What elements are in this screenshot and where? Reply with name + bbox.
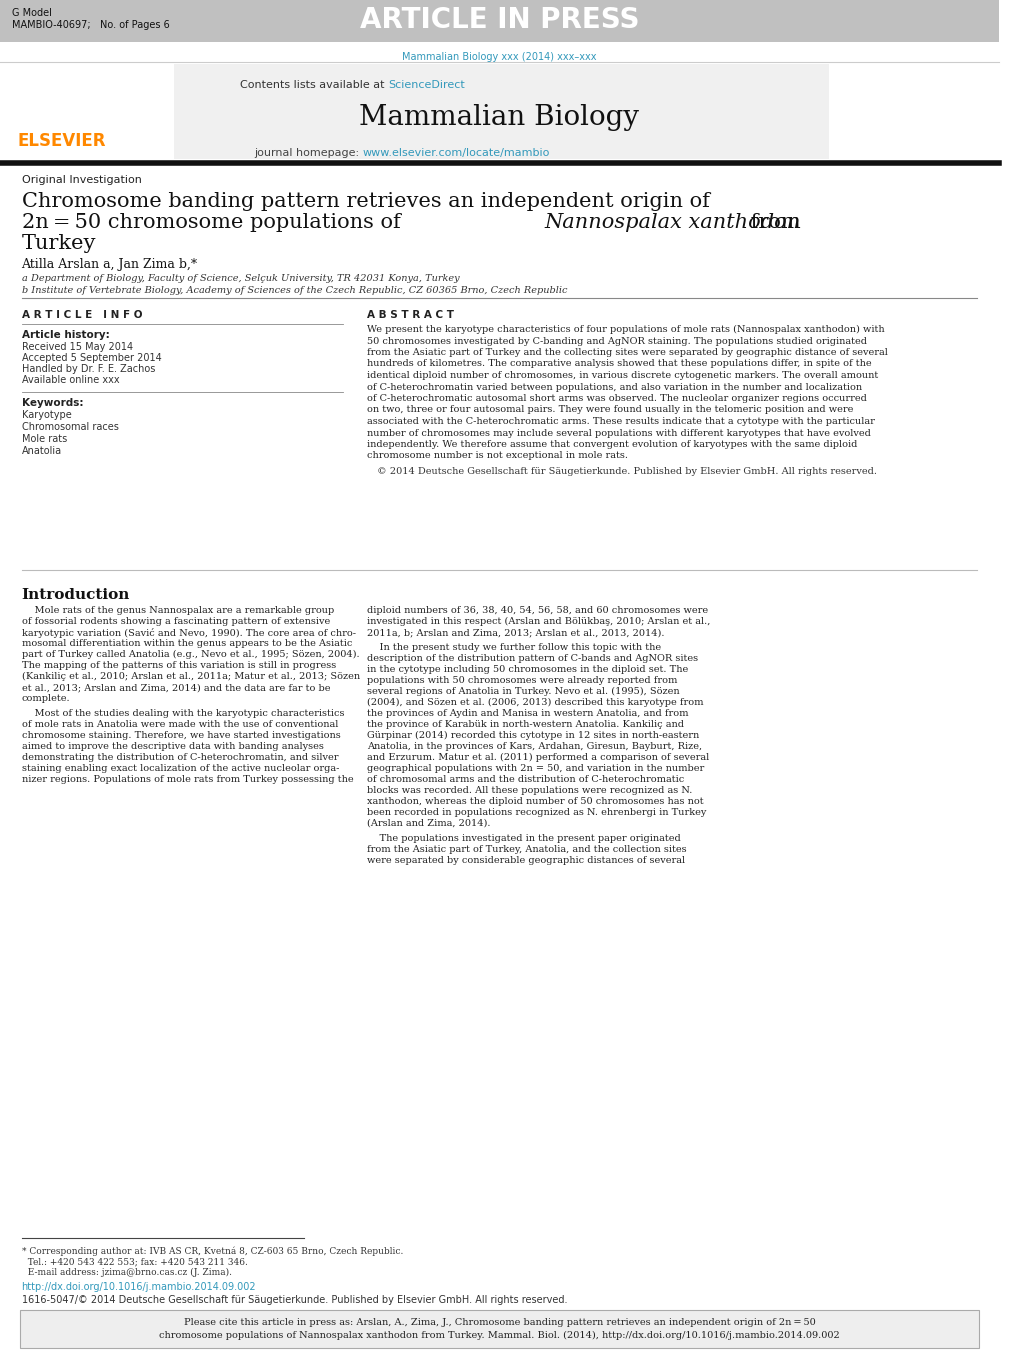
Text: Mammalian Biology: Mammalian Biology: [359, 104, 639, 131]
Text: Contents lists available at: Contents lists available at: [239, 80, 387, 91]
Text: ELSEVIER: ELSEVIER: [17, 132, 106, 150]
Text: number of chromosomes may include several populations with different karyotypes : number of chromosomes may include severa…: [367, 428, 870, 438]
Text: the provinces of Aydin and Manisa in western Anatolia, and from: the provinces of Aydin and Manisa in wes…: [367, 709, 688, 717]
Text: from the Asiatic part of Turkey and the collecting sites were separated by geogr: from the Asiatic part of Turkey and the …: [367, 349, 888, 357]
Text: mosomal differentiation within the genus appears to be the Asiatic: mosomal differentiation within the genus…: [21, 639, 352, 648]
Text: 2n = 50 chromosome populations of: 2n = 50 chromosome populations of: [21, 213, 407, 232]
Text: on two, three or four autosomal pairs. They were found usually in the telomeric : on two, three or four autosomal pairs. T…: [367, 405, 853, 415]
Text: MAMBIO-40697;   No. of Pages 6: MAMBIO-40697; No. of Pages 6: [12, 20, 169, 30]
Text: from: from: [744, 213, 800, 232]
Text: of C-heterochromatin varied between populations, and also variation in the numbe: of C-heterochromatin varied between popu…: [367, 382, 861, 392]
Text: Anatolia: Anatolia: [21, 446, 61, 457]
Text: Most of the studies dealing with the karyotypic characteristics: Most of the studies dealing with the kar…: [21, 709, 343, 717]
Text: demonstrating the distribution of C-heterochromatin, and silver: demonstrating the distribution of C-hete…: [21, 753, 337, 762]
Text: Mole rats of the genus Nannospalax are a remarkable group: Mole rats of the genus Nannospalax are a…: [21, 607, 333, 615]
Text: Accepted 5 September 2014: Accepted 5 September 2014: [21, 353, 161, 363]
Text: Keywords:: Keywords:: [21, 399, 83, 408]
Text: xanthodon, whereas the diploid number of 50 chromosomes has not: xanthodon, whereas the diploid number of…: [367, 797, 703, 807]
Text: The populations investigated in the present paper originated: The populations investigated in the pres…: [367, 834, 681, 843]
Text: a Department of Biology, Faculty of Science, Selçuk University, TR 42031 Konya, : a Department of Biology, Faculty of Scie…: [21, 274, 459, 282]
Text: b Institute of Vertebrate Biology, Academy of Sciences of the Czech Republic, CZ: b Institute of Vertebrate Biology, Acade…: [21, 286, 567, 295]
Text: aimed to improve the descriptive data with banding analyses: aimed to improve the descriptive data wi…: [21, 742, 323, 751]
Text: of fossorial rodents showing a fascinating pattern of extensive: of fossorial rodents showing a fascinati…: [21, 617, 329, 626]
Text: The mapping of the patterns of this variation is still in progress: The mapping of the patterns of this vari…: [21, 661, 335, 670]
Text: A B S T R A C T: A B S T R A C T: [367, 309, 453, 320]
Bar: [0, 0, 998, 42]
Text: 1616-5047/© 2014 Deutsche Gesellschaft für Säugetierkunde. Published by Elsevier: 1616-5047/© 2014 Deutsche Gesellschaft f…: [21, 1296, 567, 1305]
Text: G Model: G Model: [12, 8, 52, 18]
Text: E-mail address: jzima@brno.cas.cz (J. Zima).: E-mail address: jzima@brno.cas.cz (J. Zi…: [21, 1269, 231, 1277]
Text: 2011a, b; Arslan and Zima, 2013; Arslan et al., 2013, 2014).: 2011a, b; Arslan and Zima, 2013; Arslan …: [367, 628, 664, 638]
Text: Chromosomal races: Chromosomal races: [21, 422, 118, 432]
Text: ScienceDirect: ScienceDirect: [387, 80, 464, 91]
Text: chromosome number is not exceptional in mole rats.: chromosome number is not exceptional in …: [367, 451, 628, 461]
Text: © 2014 Deutsche Gesellschaft für Säugetierkunde. Published by Elsevier GmbH. All: © 2014 Deutsche Gesellschaft für Säugeti…: [377, 467, 876, 476]
Text: were separated by considerable geographic distances of several: were separated by considerable geographi…: [367, 857, 685, 865]
Text: Atilla Arslan a, Jan Zima b,*: Atilla Arslan a, Jan Zima b,*: [21, 258, 198, 272]
Text: associated with the C-heterochromatic arms. These results indicate that a cytoty: associated with the C-heterochromatic ar…: [367, 417, 874, 426]
Text: et al., 2013; Arslan and Zima, 2014) and the data are far to be: et al., 2013; Arslan and Zima, 2014) and…: [21, 684, 330, 692]
Text: Mole rats: Mole rats: [21, 434, 66, 444]
Text: We present the karyotype characteristics of four populations of mole rats (Nanno: We present the karyotype characteristics…: [367, 326, 884, 334]
Text: Turkey: Turkey: [21, 234, 96, 253]
Text: http://dx.doi.org/10.1016/j.mambio.2014.09.002: http://dx.doi.org/10.1016/j.mambio.2014.…: [21, 1282, 256, 1292]
Text: geographical populations with 2n = 50, and variation in the number: geographical populations with 2n = 50, a…: [367, 765, 704, 773]
Text: in the cytotype including 50 chromosomes in the diploid set. The: in the cytotype including 50 chromosomes…: [367, 665, 688, 674]
Text: Anatolia, in the provinces of Kars, Ardahan, Giresun, Bayburt, Rize,: Anatolia, in the provinces of Kars, Arda…: [367, 742, 702, 751]
Text: Chromosome banding pattern retrieves an independent origin of: Chromosome banding pattern retrieves an …: [21, 192, 709, 211]
Text: Gürpinar (2014) recorded this cytotype in 12 sites in north-eastern: Gürpinar (2014) recorded this cytotype i…: [367, 731, 699, 740]
Text: complete.: complete.: [21, 694, 70, 703]
Text: Original Investigation: Original Investigation: [21, 176, 142, 185]
Text: (Kankiliç et al., 2010; Arslan et al., 2011a; Matur et al., 2013; Sözen: (Kankiliç et al., 2010; Arslan et al., 2…: [21, 671, 360, 681]
Text: of mole rats in Anatolia were made with the use of conventional: of mole rats in Anatolia were made with …: [21, 720, 337, 730]
Text: journal homepage:: journal homepage:: [254, 149, 362, 158]
Text: (2004), and Sözen et al. (2006, 2013) described this karyotype from: (2004), and Sözen et al. (2006, 2013) de…: [367, 698, 703, 707]
Bar: [19, 1310, 978, 1348]
Text: investigated in this respect (Arslan and Bölükbaş, 2010; Arslan et al.,: investigated in this respect (Arslan and…: [367, 617, 710, 626]
Text: Received 15 May 2014: Received 15 May 2014: [21, 342, 132, 353]
Text: Introduction: Introduction: [21, 588, 129, 603]
Text: Article history:: Article history:: [21, 330, 109, 340]
Text: and Erzurum. Matur et al. (2011) performed a comparison of several: and Erzurum. Matur et al. (2011) perform…: [367, 753, 709, 762]
Text: populations with 50 chromosomes were already reported from: populations with 50 chromosomes were alr…: [367, 676, 677, 685]
Text: karyotypic variation (Savić and Nevo, 1990). The core area of chro-: karyotypic variation (Savić and Nevo, 19…: [21, 628, 356, 638]
Text: 50 chromosomes investigated by C-banding and AgNOR staining. The populations stu: 50 chromosomes investigated by C-banding…: [367, 336, 866, 346]
Text: Nannospalax xanthodon: Nannospalax xanthodon: [544, 213, 800, 232]
Bar: [174, 63, 827, 159]
Text: Available online xxx: Available online xxx: [21, 376, 119, 385]
Text: staining enabling exact localization of the active nucleolar orga-: staining enabling exact localization of …: [21, 765, 338, 773]
Text: diploid numbers of 36, 38, 40, 54, 56, 58, and 60 chromosomes were: diploid numbers of 36, 38, 40, 54, 56, 5…: [367, 607, 708, 615]
Text: Tel.: +420 543 422 553; fax: +420 543 211 346.: Tel.: +420 543 422 553; fax: +420 543 21…: [21, 1256, 248, 1266]
Text: the province of Karabük in north-western Anatolia. Kankiliç and: the province of Karabük in north-western…: [367, 720, 684, 730]
Text: chromosome populations of Nannospalax xanthodon from Turkey. Mammal. Biol. (2014: chromosome populations of Nannospalax xa…: [159, 1331, 839, 1340]
Text: description of the distribution pattern of C-bands and AgNOR sites: description of the distribution pattern …: [367, 654, 698, 663]
Text: independently. We therefore assume that convergent evolution of karyotypes with : independently. We therefore assume that …: [367, 440, 857, 449]
Text: Mammalian Biology xxx (2014) xxx–xxx: Mammalian Biology xxx (2014) xxx–xxx: [401, 51, 596, 62]
Text: identical diploid number of chromosomes, in various discrete cytogenetic markers: identical diploid number of chromosomes,…: [367, 372, 877, 380]
Text: Handled by Dr. F. E. Zachos: Handled by Dr. F. E. Zachos: [21, 363, 155, 374]
Text: part of Turkey called Anatolia (e.g., Nevo et al., 1995; Sözen, 2004).: part of Turkey called Anatolia (e.g., Ne…: [21, 650, 359, 659]
Text: several regions of Anatolia in Turkey. Nevo et al. (1995), Sözen: several regions of Anatolia in Turkey. N…: [367, 688, 680, 696]
Text: Please cite this article in press as: Arslan, A., Zima, J., Chromosome banding p: Please cite this article in press as: Ar…: [183, 1319, 814, 1327]
Text: www.elsevier.com/locate/mambio: www.elsevier.com/locate/mambio: [362, 149, 549, 158]
Text: from the Asiatic part of Turkey, Anatolia, and the collection sites: from the Asiatic part of Turkey, Anatoli…: [367, 844, 686, 854]
Text: been recorded in populations recognized as N. ehrenbergi in Turkey: been recorded in populations recognized …: [367, 808, 706, 817]
Text: hundreds of kilometres. The comparative analysis showed that these populations d: hundreds of kilometres. The comparative …: [367, 359, 871, 369]
Text: Karyotype: Karyotype: [21, 409, 71, 420]
Text: In the present study we further follow this topic with the: In the present study we further follow t…: [367, 643, 660, 653]
Text: blocks was recorded. All these populations were recognized as N.: blocks was recorded. All these populatio…: [367, 786, 692, 794]
Text: nizer regions. Populations of mole rats from Turkey possessing the: nizer regions. Populations of mole rats …: [21, 775, 353, 784]
Text: * Corresponding author at: IVB AS CR, Kvetná 8, CZ-603 65 Brno, Czech Republic.: * Corresponding author at: IVB AS CR, Kv…: [21, 1246, 403, 1255]
Text: A R T I C L E   I N F O: A R T I C L E I N F O: [21, 309, 142, 320]
Text: (Arslan and Zima, 2014).: (Arslan and Zima, 2014).: [367, 819, 490, 828]
Text: of chromosomal arms and the distribution of C-heterochromatic: of chromosomal arms and the distribution…: [367, 775, 684, 784]
Text: of C-heterochromatic autosomal short arms was observed. The nucleolar organizer : of C-heterochromatic autosomal short arm…: [367, 394, 866, 403]
Text: chromosome staining. Therefore, we have started investigations: chromosome staining. Therefore, we have …: [21, 731, 340, 740]
Text: ARTICLE IN PRESS: ARTICLE IN PRESS: [360, 5, 639, 34]
